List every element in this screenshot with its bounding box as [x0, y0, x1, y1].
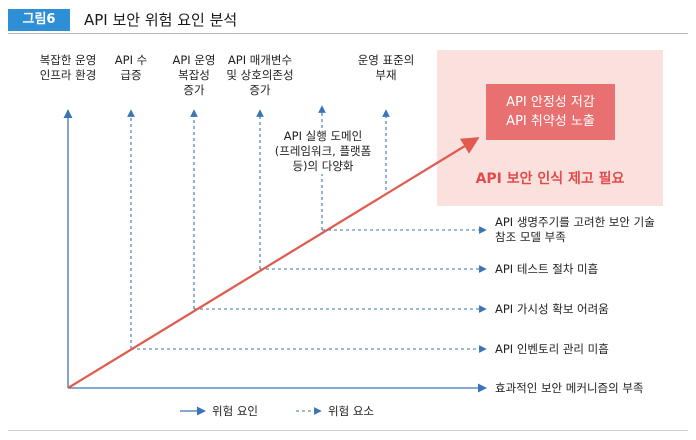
outcome-box: API 안정성 저감 API 취약성 노출: [486, 84, 615, 140]
factor-label-api-count: API 수 급증: [101, 53, 161, 83]
factor-label-line: 복잡성: [178, 68, 210, 82]
outcome-line-2: API 취약성 노출: [506, 114, 595, 129]
figure-title: API 보안 위험 요인 분석: [84, 11, 238, 29]
figure-badge: 그림6: [8, 9, 70, 31]
element-label-visibility: API 가시성 확보 어려움: [495, 302, 685, 317]
factor-label-line: API 매개변수: [227, 53, 293, 67]
factor-label-line: 인프라 환경: [39, 68, 97, 82]
outcome-label: API 보안 인식 제고 필요: [475, 171, 625, 187]
factor-label-line: 부재: [375, 68, 397, 82]
element-label-line: API 인벤토리 관리 미흡: [495, 342, 609, 356]
element-label-lifecycle: API 생명주기를 고려한 보안 기술 참조 모델 부족: [495, 215, 690, 245]
factor-label-line: (프레임워크, 플랫폼: [274, 144, 372, 158]
factor-label-line: 증가: [183, 83, 205, 97]
element-label-line: 효과적인 보안 메커니즘의 부족: [495, 381, 644, 395]
element-label-line: 참조 모델 부족: [495, 230, 566, 244]
element-label-testing: API 테스트 절차 미흡: [495, 262, 685, 277]
factor-label-parameters: API 매개변수 및 상호의존성 증가: [218, 53, 302, 98]
factor-label-standards: 운영 표준의 부재: [346, 53, 426, 83]
element-label-inventory: API 인벤토리 관리 미흡: [495, 342, 685, 357]
factor-label-line: 급증: [120, 68, 142, 82]
factor-label-line: API 운영: [172, 53, 216, 67]
outcome-line-1: API 안정성 저감: [506, 95, 595, 110]
factor-label-line: 복잡한 운영: [39, 53, 97, 67]
legend-risk-factor: 위험 요인: [212, 404, 258, 418]
element-label-line: API 생명주기를 고려한 보안 기술: [495, 215, 655, 229]
factor-label-line: API 실행 도메인: [283, 129, 363, 143]
bottom-rule: [8, 430, 688, 431]
element-label-line: API 테스트 절차 미흡: [495, 262, 599, 276]
factor-label-line: 등)의 다양화: [292, 159, 354, 173]
risk-trend-arrow: [67, 137, 480, 389]
factor-label-complexity: API 운영 복잡성 증가: [160, 53, 228, 98]
factor-label-line: 운영 표준의: [357, 53, 415, 67]
element-label-mechanism: 효과적인 보안 메커니즘의 부족: [495, 381, 690, 396]
element-label-line: API 가시성 확보 어려움: [495, 302, 609, 316]
top-rule: [8, 33, 688, 34]
factor-label-line: 증가: [249, 83, 271, 97]
factor-label-infra: 복잡한 운영 인프라 환경: [22, 53, 114, 83]
factor-label-domain: API 실행 도메인 (프레임워크, 플랫폼 등)의 다양화: [268, 129, 378, 174]
legend-risk-element: 위험 요소: [328, 404, 374, 418]
factor-label-line: 및 상호의존성: [226, 68, 294, 82]
factor-label-line: API 수: [114, 53, 148, 67]
